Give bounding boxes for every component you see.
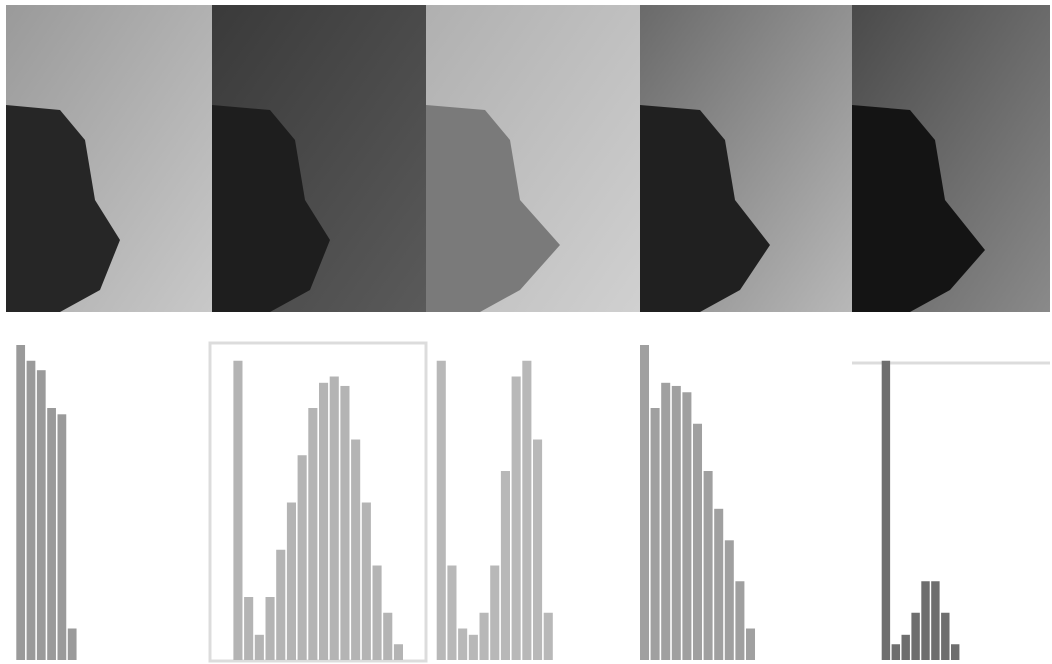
histogram-bar <box>340 386 349 660</box>
histogram-bar <box>725 540 734 660</box>
histogram-bar <box>16 345 25 660</box>
histogram-bar <box>941 613 949 660</box>
histogram-bar <box>480 613 489 660</box>
histogram-bar <box>308 408 317 660</box>
histogram-bar <box>47 408 56 660</box>
histogram-bar <box>882 361 890 660</box>
histogram-bar <box>512 377 521 661</box>
histogram-bar <box>330 377 339 661</box>
histogram-bar <box>704 471 713 660</box>
histogram-bar <box>746 629 755 661</box>
histogram-bar <box>362 503 371 661</box>
histogram-bar <box>437 361 446 660</box>
histogram-bar <box>276 550 285 660</box>
histogram-bar <box>501 471 510 660</box>
histogram-bar <box>447 566 456 661</box>
histogram-bar <box>682 392 691 660</box>
image-row <box>6 5 1050 312</box>
histogram-bar <box>27 361 36 660</box>
histogram-bar <box>490 566 499 661</box>
histogram-bar <box>266 597 275 660</box>
figure <box>0 0 1052 664</box>
histogram-bar <box>244 597 253 660</box>
histogram-bar <box>661 383 670 660</box>
histogram-bar <box>255 635 264 660</box>
histogram-bar <box>651 408 660 660</box>
histogram-bar <box>37 370 46 660</box>
histogram-bar <box>902 635 910 660</box>
histogram-bar <box>287 503 296 661</box>
histogram-bar <box>58 414 67 660</box>
histogram-bar <box>351 440 360 661</box>
histogram-bar <box>544 613 553 660</box>
histogram-bar <box>383 613 392 660</box>
histogram-bar <box>892 644 900 660</box>
histogram-bar <box>458 629 467 661</box>
histogram-bar <box>68 629 77 661</box>
histogram-bar <box>735 581 744 660</box>
histogram-bar <box>714 509 723 660</box>
histogram-bar <box>533 440 542 661</box>
histogram-bar <box>931 581 939 660</box>
histogram-bar <box>469 635 478 660</box>
histogram-bar <box>951 644 959 660</box>
histogram-bar <box>394 644 403 660</box>
histogram-bar <box>522 361 531 660</box>
histogram-bar <box>640 345 649 660</box>
histogram-bar <box>233 361 242 660</box>
histogram-bar <box>298 455 307 660</box>
histogram-bar <box>921 581 929 660</box>
histogram-bar <box>693 424 702 660</box>
histogram-bar <box>911 613 919 660</box>
histogram-bar <box>373 566 382 661</box>
histogram-bar <box>319 383 328 660</box>
histogram-bar <box>672 386 681 660</box>
